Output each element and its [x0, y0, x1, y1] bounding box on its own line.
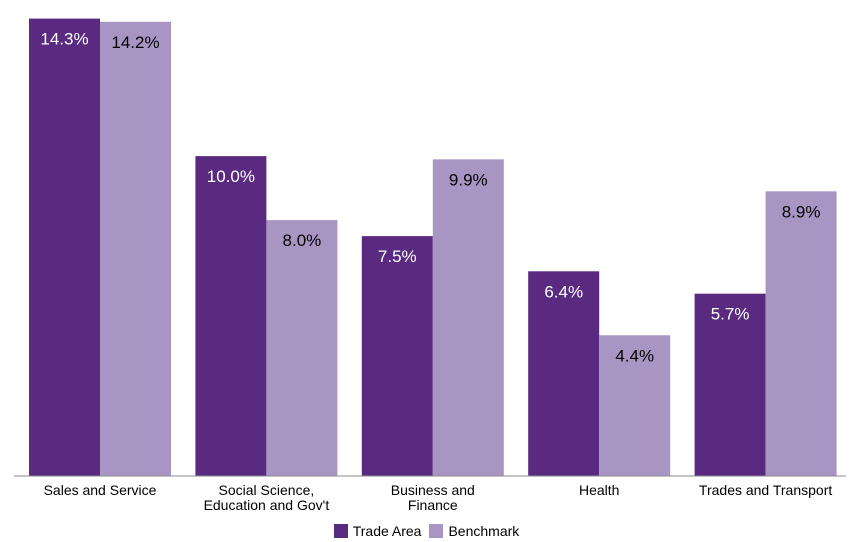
bar-benchmark-2	[432, 159, 504, 476]
category-label-3-line-0: Health	[579, 482, 619, 498]
data-label-benchmark-4: 8.9%	[782, 202, 821, 221]
data-label-trade-area-4: 5.7%	[711, 305, 750, 324]
bar-benchmark-0	[100, 21, 171, 476]
legend-swatch-trade-area	[333, 524, 348, 538]
data-label-trade-area-0: 14.3%	[40, 30, 88, 49]
category-label-2-line-1: Finance	[408, 497, 458, 513]
category-label-4-line-0: Trades and Transport	[699, 482, 832, 498]
bar-trade-area-1	[195, 156, 267, 476]
data-label-trade-area-1: 10.0%	[207, 167, 255, 186]
data-label-benchmark-1: 8.0%	[283, 231, 322, 250]
legend-item-trade-area: Trade Area	[333, 523, 422, 539]
legend: Trade Area Benchmark	[0, 520, 853, 542]
data-label-benchmark-2: 9.9%	[449, 170, 488, 189]
data-label-benchmark-0: 14.2%	[111, 33, 159, 52]
legend-item-benchmark: Benchmark	[429, 523, 519, 539]
bar-benchmark-4	[765, 191, 837, 477]
bar-benchmark-3	[599, 335, 671, 476]
data-label-trade-area-2: 7.5%	[378, 247, 417, 266]
category-label-1-line-0: Social Science,	[219, 482, 315, 498]
bar-trade-area-3	[528, 271, 600, 476]
bar-trade-area-4	[694, 293, 766, 476]
category-label-1-line-1: Education and Gov't	[204, 497, 330, 513]
bar-benchmark-1	[266, 220, 338, 476]
data-label-trade-area-3: 6.4%	[544, 282, 583, 301]
bar-trade-area-0	[29, 18, 100, 477]
legend-label-benchmark: Benchmark	[448, 523, 520, 539]
category-label-2-line-0: Business and	[391, 482, 475, 498]
legend-label-trade-area: Trade Area	[352, 523, 422, 539]
bar-trade-area-2	[361, 236, 433, 476]
legend-swatch-benchmark	[429, 524, 444, 538]
data-label-benchmark-3: 4.4%	[615, 346, 654, 365]
category-label-0-line-0: Sales and Service	[44, 482, 157, 498]
